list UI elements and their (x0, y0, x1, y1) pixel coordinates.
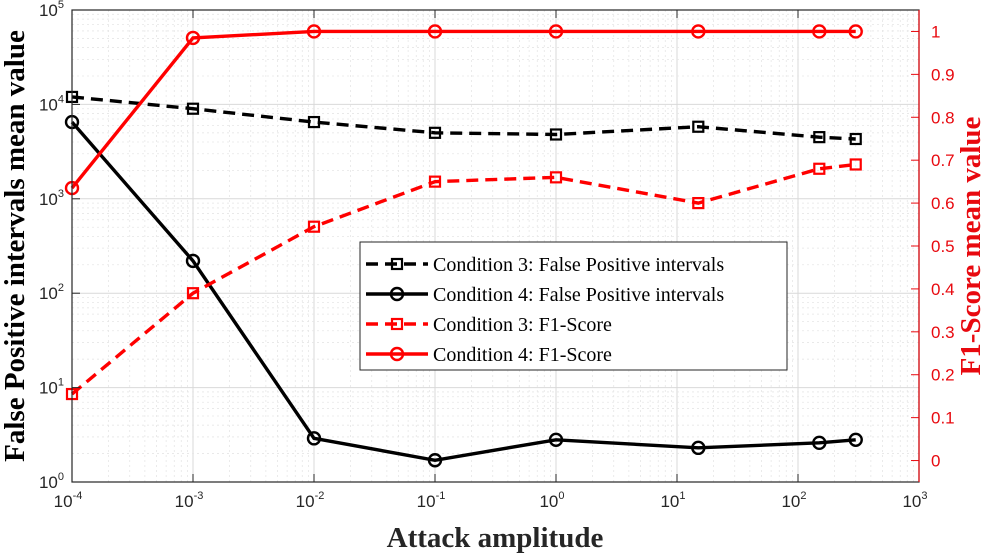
series-point (849, 132, 862, 146)
series-point (812, 435, 827, 451)
series-line (71, 95, 856, 141)
x-tick-label: 101 (660, 490, 685, 511)
right-tick-label: 0 (931, 452, 940, 471)
series-point (549, 171, 563, 184)
legend-marker (389, 346, 405, 362)
series-point (306, 431, 322, 446)
left-tick-label: 105 (39, 0, 64, 20)
x-tick-label: 10-1 (417, 490, 446, 511)
series-point (548, 24, 564, 39)
series-point (691, 440, 706, 456)
series-point (185, 30, 201, 46)
x-tick-label: 102 (781, 490, 806, 511)
plot-series (64, 24, 863, 468)
legend-marker (390, 317, 404, 331)
series-point (427, 453, 443, 468)
legend-label: Condition 3: F1-Score (433, 314, 612, 336)
x-tick-label: 103 (902, 490, 927, 511)
left-tick-label: 102 (39, 282, 64, 303)
series-point (812, 24, 827, 39)
series-point (691, 24, 706, 39)
series-line (70, 120, 856, 462)
series-4 (64, 24, 863, 196)
left-tick-label: 101 (39, 377, 64, 398)
series-2 (64, 114, 863, 468)
legend-box (359, 241, 788, 371)
series-point (307, 115, 321, 129)
series-point (548, 432, 564, 447)
axis-ticks: 10-4 10-3 10-2 10-1 100 101 102 103 100 101 102 103… (39, 0, 955, 511)
legend: Condition 3: False Positive intervals Con… (359, 241, 788, 371)
x-tick-label: 10-3 (175, 490, 204, 511)
series-point (549, 128, 563, 141)
series-point (186, 102, 200, 115)
series-point (186, 287, 200, 300)
right-tick-label: 0.6 (931, 194, 955, 213)
right-tick-label: 1 (931, 22, 940, 41)
series-point (813, 131, 826, 144)
series-point (692, 120, 705, 133)
legend-label: Condition 3: False Positive intervals (433, 254, 724, 276)
legend-label: Condition 4: False Positive intervals (433, 284, 724, 306)
right-tick-label: 0.9 (931, 65, 955, 84)
series-3 (65, 158, 862, 401)
x-tick-label: 100 (539, 490, 564, 511)
left-tick-label: 100 (39, 471, 64, 492)
series-point (848, 24, 863, 39)
right-tick-label: 0.7 (931, 151, 955, 170)
right-tick-label: 0.4 (931, 280, 955, 299)
series-point (848, 432, 863, 447)
legend-marker (389, 286, 405, 302)
right-tick-label: 0.1 (931, 409, 955, 428)
right-tick-label: 0.8 (931, 108, 955, 127)
right-axis-title: F1-Score mean value (955, 116, 987, 375)
right-tick-label: 0.5 (931, 237, 955, 256)
series-line (70, 29, 856, 190)
x-tick-label: 10-4 (54, 490, 83, 511)
right-tick-label: 0.3 (931, 323, 955, 342)
left-tick-label: 103 (39, 188, 64, 209)
series-point (428, 175, 442, 188)
left-axis-title: False Positive intervals mean value (0, 30, 31, 462)
left-tick-label: 104 (39, 93, 64, 114)
right-tick-label: 0.2 (931, 366, 955, 385)
legend-label: Condition 4: F1-Score (433, 344, 612, 366)
series-1 (65, 90, 862, 146)
x-axis-title: Attack amplitude (387, 522, 604, 554)
series-point (813, 162, 826, 175)
series-point (427, 24, 443, 39)
series-point (307, 220, 321, 233)
series-point (692, 196, 705, 210)
series-point (849, 158, 862, 171)
series-point (185, 253, 201, 269)
series-line (70, 162, 856, 396)
x-tick-label: 10-2 (296, 490, 325, 511)
legend-marker (390, 257, 404, 271)
series-point (428, 126, 442, 139)
series-point (306, 24, 322, 39)
